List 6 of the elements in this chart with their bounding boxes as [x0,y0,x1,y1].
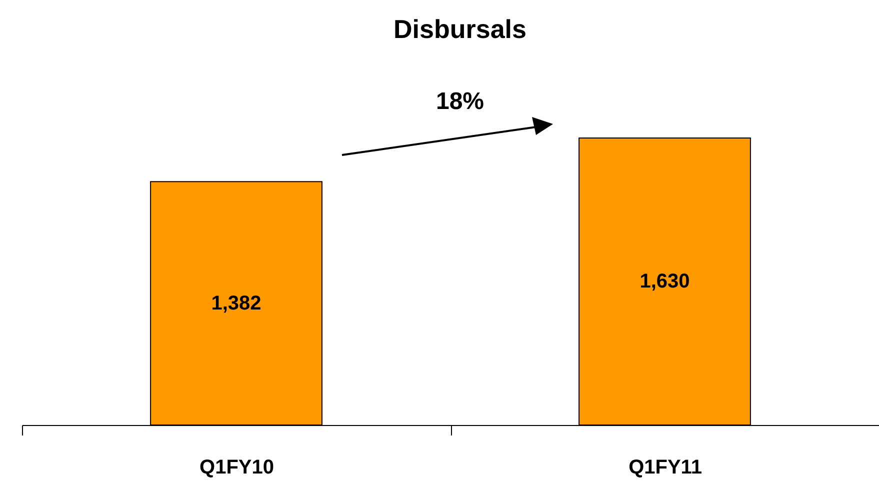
text: 18% [436,88,484,115]
data-label: 1,630 [640,270,690,292]
x-tick-label: Q1FY11 [628,456,702,478]
data-label: 1,382 [211,292,262,314]
x-tick-label: Q1FY10 [200,456,274,478]
chart-title: Disbursals [394,14,526,44]
